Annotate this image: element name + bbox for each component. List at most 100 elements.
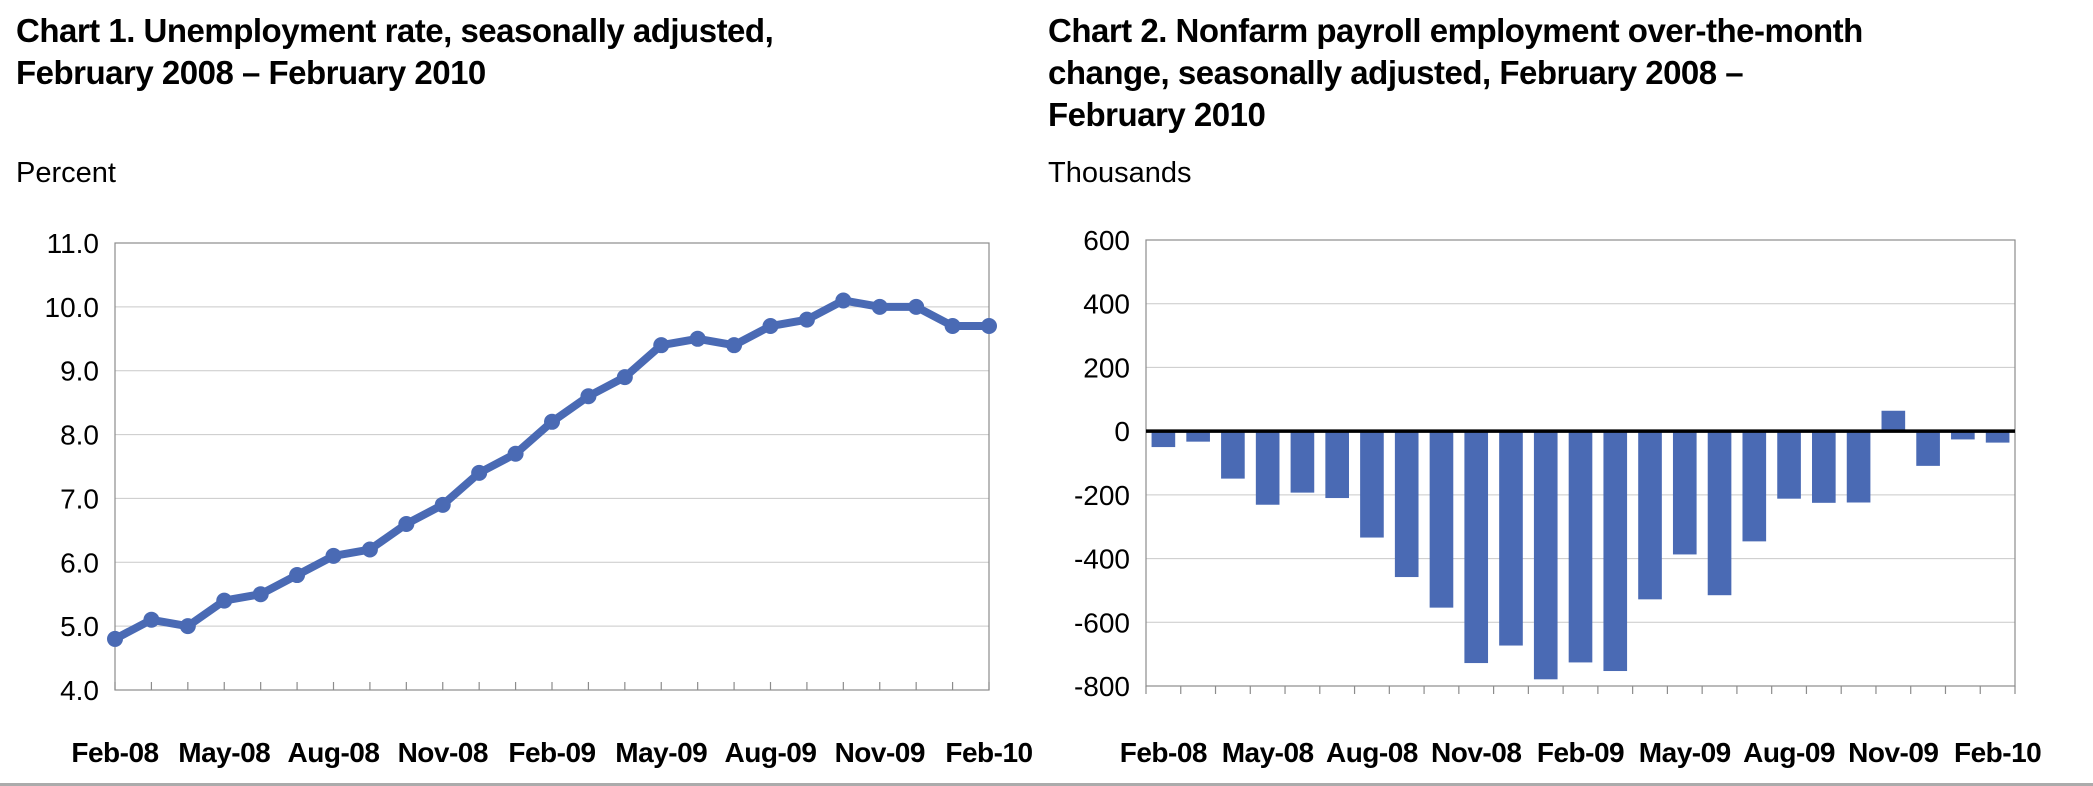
chart1-title-line1: Chart 1. Unemployment rate, seasonally a… xyxy=(16,12,774,49)
data-point-marker xyxy=(944,318,961,335)
chart2-title-line2: change, seasonally adjusted, February 20… xyxy=(1048,54,1744,91)
y-axis-tick-label: 5.0 xyxy=(60,611,99,642)
bar xyxy=(1985,431,2010,443)
data-point-marker xyxy=(981,318,997,335)
data-point-marker xyxy=(252,586,269,603)
bar xyxy=(1394,431,1419,578)
bar xyxy=(1916,431,1940,466)
chart1-title-line2: February 2008 – February 2010 xyxy=(16,54,486,91)
y-axis-tick-label: -600 xyxy=(1074,607,1130,638)
bar xyxy=(1603,431,1628,672)
x-axis-tick-label: May-09 xyxy=(1639,737,1731,768)
y-axis-tick-label: -800 xyxy=(1074,671,1130,702)
y-axis-tick-label: 4.0 xyxy=(60,675,99,706)
x-axis-tick-label: Feb-09 xyxy=(1537,737,1624,768)
bar xyxy=(1360,431,1384,538)
data-point-marker xyxy=(580,388,597,405)
bar xyxy=(1812,431,1836,503)
x-axis-tick-label: Nov-09 xyxy=(835,737,925,768)
bar xyxy=(1464,431,1489,664)
x-axis-tick-label: Feb-08 xyxy=(1120,737,1207,768)
chart1-unemployment-rate-plot: 4.0 5.0 6.0 7.0 8.0 9.0 10.0 11.0 Feb-08 May-08 Au… xyxy=(45,228,1034,768)
x-axis-tick-label: Aug-09 xyxy=(1743,737,1835,768)
bar xyxy=(1499,431,1523,646)
data-point-marker xyxy=(107,630,123,647)
bar xyxy=(1951,431,1975,440)
y-axis-tick-label: 9.0 xyxy=(60,356,99,387)
data-point-marker xyxy=(398,515,415,532)
plot-border xyxy=(1145,239,2016,687)
bar xyxy=(1707,431,1732,596)
unemployment-rate-line-series xyxy=(111,296,993,643)
data-point-marker xyxy=(835,292,852,309)
y-axis-tick-label: 0 xyxy=(1114,416,1130,447)
bar xyxy=(1151,431,1176,448)
y-axis-tick-label: 6.0 xyxy=(60,547,99,578)
bar xyxy=(1186,431,1210,442)
bar xyxy=(1777,431,1801,499)
bar xyxy=(1533,431,1558,680)
data-point-marker xyxy=(653,337,670,354)
bar xyxy=(1742,431,1767,542)
x-axis-tick-label: Feb-10 xyxy=(1954,737,2041,768)
bar xyxy=(1672,431,1697,555)
chart2-title-line1: Chart 2. Nonfarm payroll employment over… xyxy=(1048,12,1863,49)
y-axis-tick-label: 600 xyxy=(1083,228,1130,256)
data-point-marker xyxy=(726,337,743,354)
data-point-marker xyxy=(507,445,524,462)
bar xyxy=(1429,431,1454,608)
plot-border xyxy=(114,242,990,691)
data-point-marker xyxy=(689,330,706,347)
bar xyxy=(1881,410,1906,432)
data-point-marker xyxy=(216,592,233,609)
chart1-title: Chart 1. Unemployment rate, seasonally a… xyxy=(16,10,956,94)
data-point-marker xyxy=(143,611,160,628)
y-axis-tick-label: 11.0 xyxy=(47,228,99,259)
x-axis-tick-label: May-09 xyxy=(615,737,707,768)
bar xyxy=(1638,431,1662,600)
page-bottom-rule xyxy=(0,783,2093,786)
bar xyxy=(1568,431,1593,663)
chart1-unit-label: Percent xyxy=(16,157,116,189)
chart2-unit-label: Thousands xyxy=(1048,157,1192,189)
x-axis-tick-label: Nov-08 xyxy=(398,737,488,768)
y-axis-tick-label: 200 xyxy=(1083,352,1130,383)
x-axis-tick-label: Nov-09 xyxy=(1848,737,1938,768)
data-point-marker xyxy=(361,541,378,558)
data-point-marker xyxy=(762,318,779,335)
bar xyxy=(1221,431,1245,479)
x-axis-tick-label: Feb-10 xyxy=(945,737,1032,768)
data-point-marker xyxy=(908,298,925,315)
data-point-marker xyxy=(325,547,342,564)
chart2-title-line3: February 2010 xyxy=(1048,96,1266,133)
chart2-payroll-change-plot: -800 -600 -400 -200 0 200 400 600 Feb-08 May-08 Au… xyxy=(1074,228,2042,768)
data-point-marker xyxy=(544,413,560,430)
x-axis-tick-label: Feb-08 xyxy=(71,737,158,768)
data-point-marker xyxy=(434,496,451,513)
bar xyxy=(1846,431,1871,503)
y-axis-tick-label: 8.0 xyxy=(60,420,99,451)
data-point-marker xyxy=(179,618,196,635)
data-point-marker xyxy=(798,311,815,328)
x-axis-tick-label: May-08 xyxy=(1222,737,1314,768)
x-axis-tick-label: May-08 xyxy=(178,737,270,768)
x-axis-tick-label: Aug-08 xyxy=(288,737,380,768)
bar xyxy=(1325,431,1349,499)
x-axis-tick-label: Aug-08 xyxy=(1326,737,1418,768)
y-axis-tick-label: -400 xyxy=(1074,544,1130,575)
data-point-marker xyxy=(289,567,306,584)
y-axis-tick-label: 400 xyxy=(1083,289,1130,320)
x-axis-tick-label: Aug-09 xyxy=(725,737,817,768)
bar xyxy=(1255,431,1280,505)
chart2-title: Chart 2. Nonfarm payroll employment over… xyxy=(1048,10,2028,136)
y-axis-tick-label: 10.0 xyxy=(45,292,100,323)
bar xyxy=(1290,431,1315,493)
data-point-marker xyxy=(871,298,888,315)
x-axis-tick-label: Nov-08 xyxy=(1431,737,1521,768)
data-point-marker xyxy=(616,369,633,386)
y-axis-tick-label: -200 xyxy=(1074,480,1130,511)
y-axis-tick-label: 7.0 xyxy=(60,483,99,514)
x-axis-tick-label: Feb-09 xyxy=(508,737,595,768)
data-point-marker xyxy=(471,464,488,481)
